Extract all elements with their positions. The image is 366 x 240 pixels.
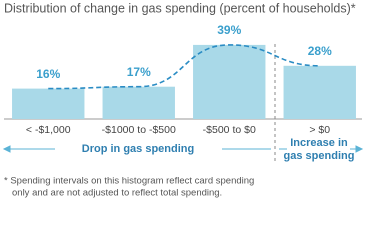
chart-title: Distribution of change in gas spending (… <box>4 1 356 15</box>
value-label: 39% <box>217 23 241 37</box>
footnote: * Spending intervals on this histogram r… <box>4 176 254 187</box>
x-tick-label: < -$1,000 <box>26 124 71 136</box>
footnote: only and are not adjusted to reflect tot… <box>12 188 222 199</box>
value-label: 16% <box>36 67 60 81</box>
bar <box>283 65 356 119</box>
bar <box>12 88 85 119</box>
x-tick-label: -$500 to $0 <box>203 124 256 136</box>
value-label: 17% <box>127 65 151 79</box>
x-tick-label: > $0 <box>309 124 330 136</box>
annotation-increase: Increase in <box>290 137 348 149</box>
chart: Distribution of change in gas spending (… <box>2 1 364 199</box>
arrows <box>2 145 364 153</box>
x-tick-label: -$1000 to -$500 <box>102 124 176 136</box>
trend-curve <box>48 44 320 90</box>
annotation-increase: gas spending <box>284 150 355 162</box>
bar <box>102 86 175 119</box>
annotation-drop: Drop in gas spending <box>82 143 194 155</box>
value-label: 28% <box>308 44 332 58</box>
bar <box>193 44 266 119</box>
